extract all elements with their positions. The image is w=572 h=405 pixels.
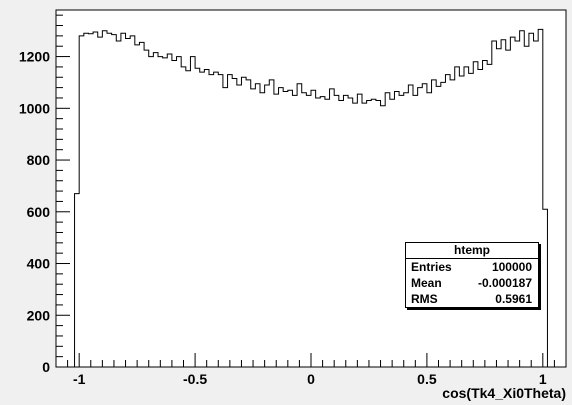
stats-value-rms: 0.5961 [495,291,532,307]
x-axis-label: cos(Tk4_Xi0Theta) [442,385,566,401]
stats-row-entries: Entries 100000 [406,259,538,275]
y-tick-label: 1200 [19,49,50,65]
y-tick-label: 800 [27,152,51,168]
y-tick-label: 200 [27,307,51,323]
stats-row-mean: Mean -0.000187 [406,275,538,291]
y-tick-label: 0 [42,359,50,375]
x-tick-label: -1 [73,371,86,387]
stats-title: htemp [406,243,538,259]
stats-value-entries: 100000 [492,259,532,275]
x-tick-label: -0.5 [183,371,207,387]
y-tick-label: 400 [27,256,51,272]
x-tick-label: 0 [307,371,315,387]
x-tick-label: 0.5 [417,371,437,387]
stats-label-entries: Entries [411,259,452,275]
stats-value-mean: -0.000187 [478,275,532,291]
stats-label-mean: Mean [411,275,442,291]
stats-row-rms: RMS 0.5961 [406,291,538,307]
plot-frame [56,10,566,367]
y-tick-label: 600 [27,204,51,220]
stats-box: htemp Entries 100000 Mean -0.000187 RMS … [405,242,539,308]
stats-label-rms: RMS [411,291,438,307]
y-tick-label: 1000 [19,100,50,116]
